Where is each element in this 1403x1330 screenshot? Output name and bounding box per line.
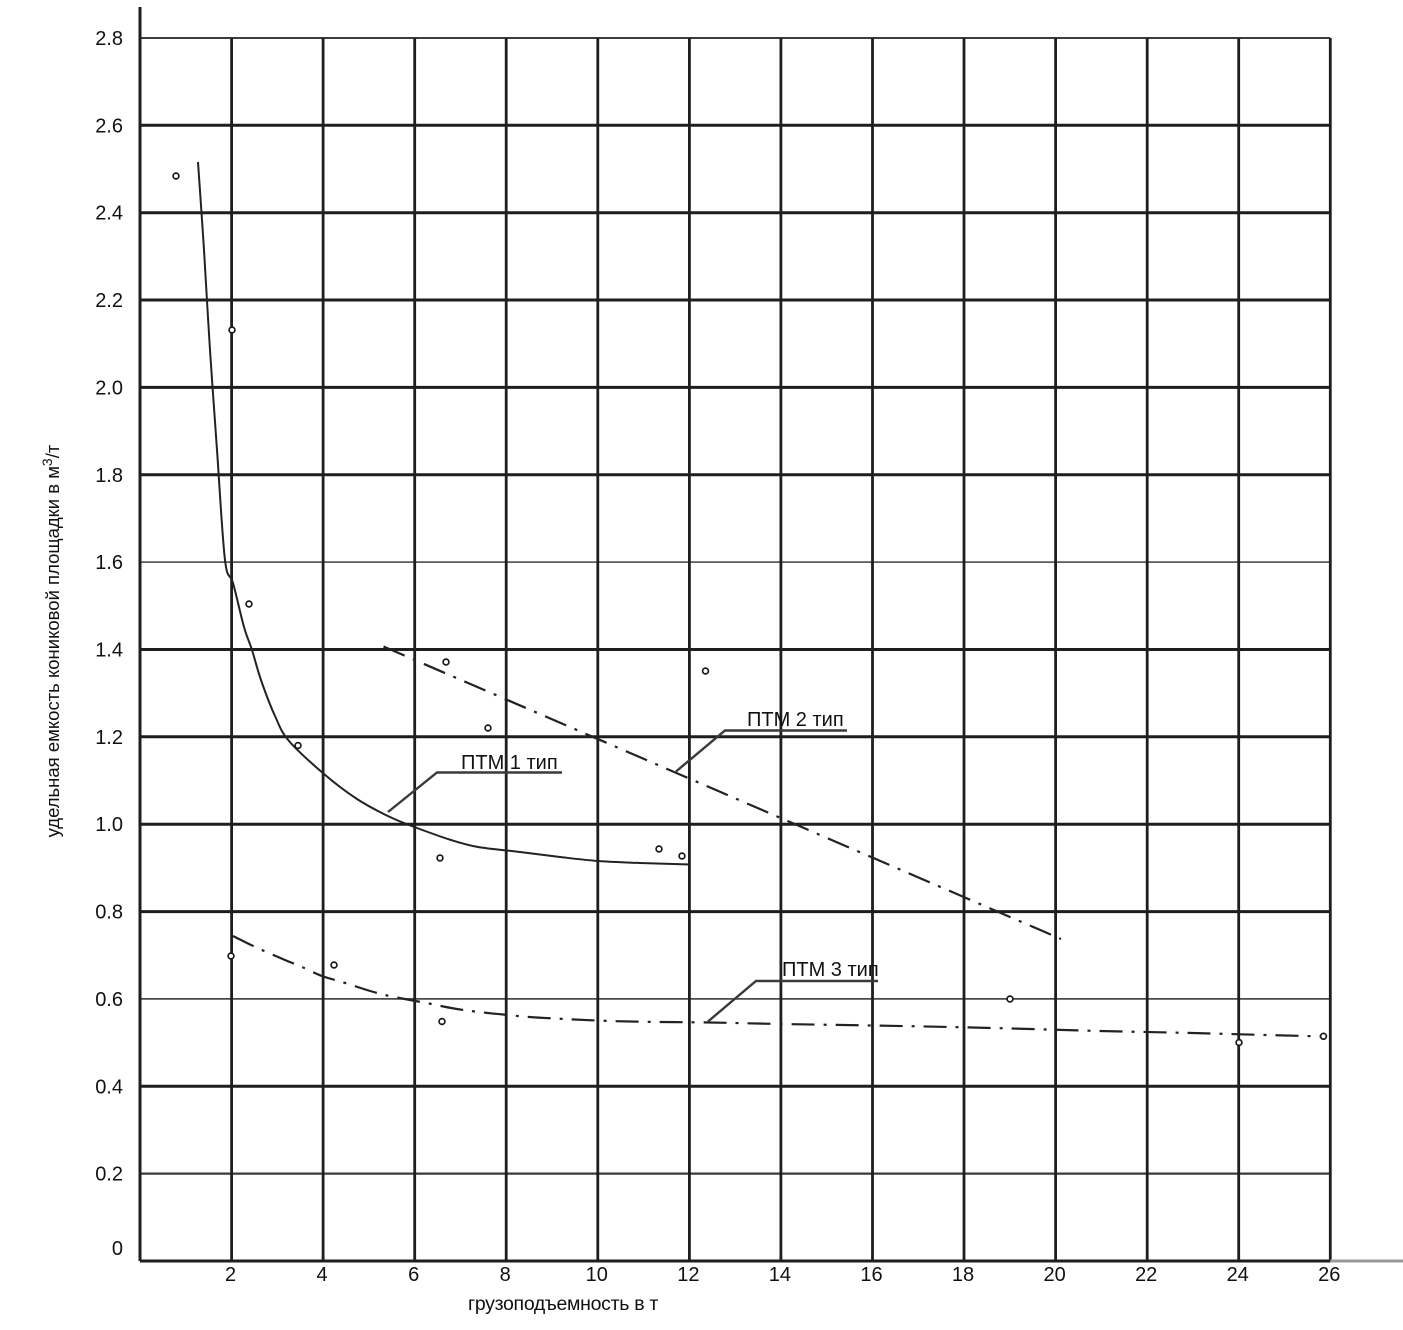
svg-text:ПТМ 1 тип: ПТМ 1 тип: [461, 752, 558, 774]
svg-text:0.8: 0.8: [95, 902, 123, 924]
svg-text:14: 14: [769, 1264, 791, 1286]
svg-text:16: 16: [860, 1264, 882, 1286]
svg-text:6: 6: [408, 1264, 419, 1286]
svg-text:10: 10: [586, 1264, 608, 1286]
svg-text:1.2: 1.2: [95, 727, 123, 749]
svg-text:24: 24: [1227, 1264, 1249, 1286]
svg-text:0.6: 0.6: [95, 989, 123, 1011]
svg-text:2.0: 2.0: [95, 377, 123, 399]
svg-text:0.4: 0.4: [95, 1076, 123, 1098]
svg-text:ПТМ 2 тип: ПТМ 2 тип: [747, 709, 844, 731]
svg-text:1.4: 1.4: [95, 640, 123, 662]
svg-text:1.0: 1.0: [95, 814, 123, 836]
svg-text:0.2: 0.2: [95, 1164, 123, 1186]
svg-text:12: 12: [677, 1264, 699, 1286]
svg-text:20: 20: [1043, 1264, 1065, 1286]
svg-text:2: 2: [225, 1264, 236, 1286]
svg-text:2.6: 2.6: [95, 115, 123, 137]
svg-text:18: 18: [952, 1264, 974, 1286]
svg-text:0: 0: [112, 1238, 123, 1260]
svg-text:1.8: 1.8: [95, 465, 123, 487]
svg-text:грузоподъемность в т: грузоподъемность в т: [468, 1293, 658, 1315]
svg-text:ПТМ 3 тип: ПТМ 3 тип: [782, 959, 879, 981]
svg-text:4: 4: [317, 1264, 328, 1286]
svg-text:26: 26: [1318, 1264, 1340, 1286]
svg-text:22: 22: [1135, 1264, 1157, 1286]
svg-text:2.2: 2.2: [95, 290, 123, 312]
svg-text:1.6: 1.6: [95, 552, 123, 574]
svg-text:2.8: 2.8: [95, 28, 123, 50]
svg-text:2.4: 2.4: [95, 203, 123, 225]
svg-text:8: 8: [500, 1264, 511, 1286]
svg-text:удельная емкость кониковой пло: удельная емкость кониковой площадки в м3…: [39, 444, 63, 837]
